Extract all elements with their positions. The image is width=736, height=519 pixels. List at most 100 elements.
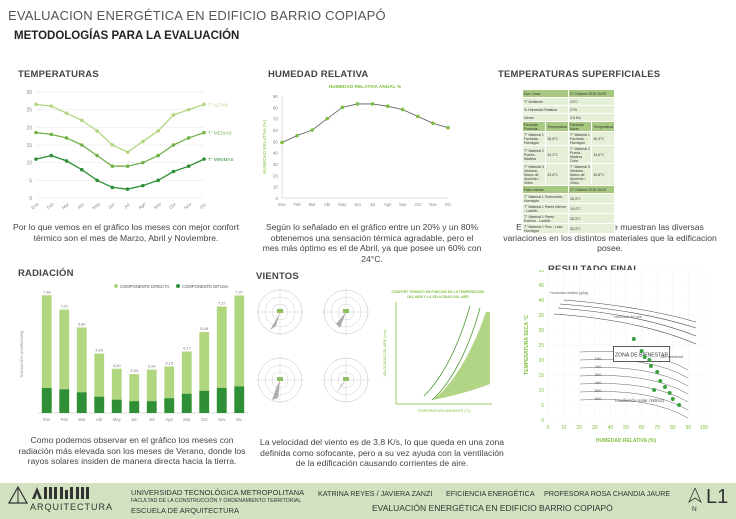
bar-data-label: 7,22 (218, 301, 227, 306)
bar-diffuse (234, 386, 245, 413)
y-tick-label: 15 (538, 373, 544, 379)
page-title: EVALUACION ENERGÉTICA EN EDIFICIO BARRIO… (8, 8, 386, 23)
data-point (34, 130, 38, 135)
x-tick-label: 10 (561, 425, 567, 431)
y-tick-label: 40 (273, 151, 279, 156)
north-arrow-icon (688, 488, 702, 504)
table-cell: % Humedad Relativa (522, 105, 569, 114)
footer-university: UNIVERSIDAD TECNOLÓGICA METROPOLITANA (131, 488, 305, 497)
series-line (35, 154, 205, 190)
result-point (655, 370, 660, 374)
annotation-comfort-zone: ZONA DE BIENESTAR (615, 353, 668, 359)
data-point (431, 121, 435, 125)
bar-diffuse (181, 393, 192, 413)
data-point (400, 107, 405, 112)
table-row: T° Material 2 Puerta - Madera 32,2°C T° Ma… (521, 145, 615, 164)
annotation-air-speed: Velocidad del aire (614, 315, 642, 319)
bar-diffuse (76, 392, 87, 413)
table-cell: T° Material 1 Piso - Losa Hormigón (522, 223, 569, 234)
x-tick-label: Oct (415, 202, 422, 207)
page-subtitle: METODOLOGÍAS PARA LA EVALUACIÓN (14, 30, 240, 42)
sheet-number: L1 (706, 486, 729, 508)
table-cell: T° Material 3 Ventana - Marco de Alumini… (521, 163, 547, 186)
data-point (64, 111, 69, 115)
y-axis-label: VELOCIDAD DEL AIRE (m/s) (383, 330, 387, 377)
data-point (141, 160, 145, 165)
result-point (667, 391, 672, 395)
y-tick-label: 20 (273, 173, 279, 178)
data-point (295, 133, 299, 138)
temperature-chart: 0 5 10 15 20 25 30 Ene Feb Mar Abr May Jun Jul Ago Sep O… (26, 90, 233, 211)
table-row: Fachada Poniente Temperatura Fachada Norte… (521, 121, 615, 132)
y-tick-label: 10 (26, 161, 32, 167)
table-row: T° Material 1 Pared Exterior - Ladrillo 2… (522, 213, 615, 224)
data-point (80, 143, 84, 147)
legend-dot (114, 284, 118, 288)
x-tick-label: Nov (218, 417, 226, 422)
chart-title: DEL AIRE Y LA VELOCIDAD DEL AIRE (407, 295, 469, 299)
y-tick-label: 70 (273, 117, 279, 122)
table-cell: 26,3°C (568, 193, 615, 204)
data-point (325, 116, 330, 121)
irradiation-value-label: 200 (595, 364, 602, 369)
legend-dot (176, 284, 180, 288)
y-tick-label: 5 (541, 403, 544, 409)
table-cell: 23,6°C (545, 163, 569, 186)
y-tick-label: 0 (541, 418, 544, 424)
data-point (110, 185, 115, 190)
bar-direct (129, 374, 140, 413)
result-point (670, 397, 675, 401)
table-row: Viento 3.8 K/s (522, 113, 615, 122)
x-tick-label: Mar (61, 201, 71, 210)
table-cell: 30,8°C (591, 163, 615, 186)
table-cell: 27% (568, 105, 615, 114)
annotation-humidity: Humedad relativa (g/kg) (550, 291, 588, 295)
x-tick-label: Mar (309, 202, 317, 207)
table-cell: T° Material 1 Fachada - Hormigón (567, 131, 593, 146)
data-point (125, 187, 130, 191)
bar-direct (199, 332, 210, 413)
footer-professor: PROFESORA ROSA CHANDIA JAURE (544, 489, 671, 498)
surface-temperature-table: Día / Hora 27 Octubre 2016 15:00 T° Ambien… (521, 89, 615, 234)
y-tick-label: 20 (538, 358, 544, 364)
y-tick-label: 25 (538, 343, 544, 349)
data-point (171, 143, 176, 147)
data-point (156, 178, 160, 183)
data-point (64, 159, 69, 163)
x-tick-label: Feb (61, 417, 69, 422)
x-tick-label: Feb (293, 202, 301, 207)
y-tick-label: 30 (273, 162, 279, 167)
bar-data-label: 5,80 (78, 321, 87, 326)
wind-rose-autumn (322, 288, 370, 336)
table-row: T° Material 1 Fachada - Hormigón 28,5°C T°… (521, 131, 615, 146)
x-tick-label: Ago (384, 202, 392, 207)
x-tick-label: May (338, 202, 347, 207)
x-tick-label: Ago (137, 201, 147, 210)
y-tick-label: 25 (26, 108, 32, 114)
legend-label: T° ALTAS (208, 102, 228, 107)
bar-direct (41, 295, 52, 413)
x-tick-label: Sep (183, 417, 191, 422)
irradiation-value-label: 100 (595, 356, 602, 361)
table-cell: 32,2°C (545, 145, 569, 164)
y-tick-label: 10 (273, 185, 279, 190)
bar-data-label: 2,94 (148, 364, 157, 369)
bar-direct (111, 368, 122, 413)
radiation-curve (579, 359, 689, 379)
y-tick-label: 30 (26, 90, 32, 96)
table-cell: T° Material 2 Puerta - Madera (521, 145, 547, 164)
heading-humedad: HUMEDAD RELATIVA (268, 69, 369, 80)
annotation-irradiation: Irradiación solar (W/m2) (615, 398, 664, 403)
data-point (370, 102, 375, 106)
data-point (156, 153, 160, 158)
data-point (110, 164, 115, 168)
data-point (95, 153, 99, 158)
bar-direct (146, 369, 157, 413)
x-tick-label: Jun (131, 417, 138, 422)
data-point (446, 125, 450, 130)
bar-diffuse (146, 401, 157, 413)
table-cell: 28,5°C (545, 131, 569, 146)
result-point (647, 358, 652, 362)
bar-data-label: 2,63 (130, 368, 139, 373)
